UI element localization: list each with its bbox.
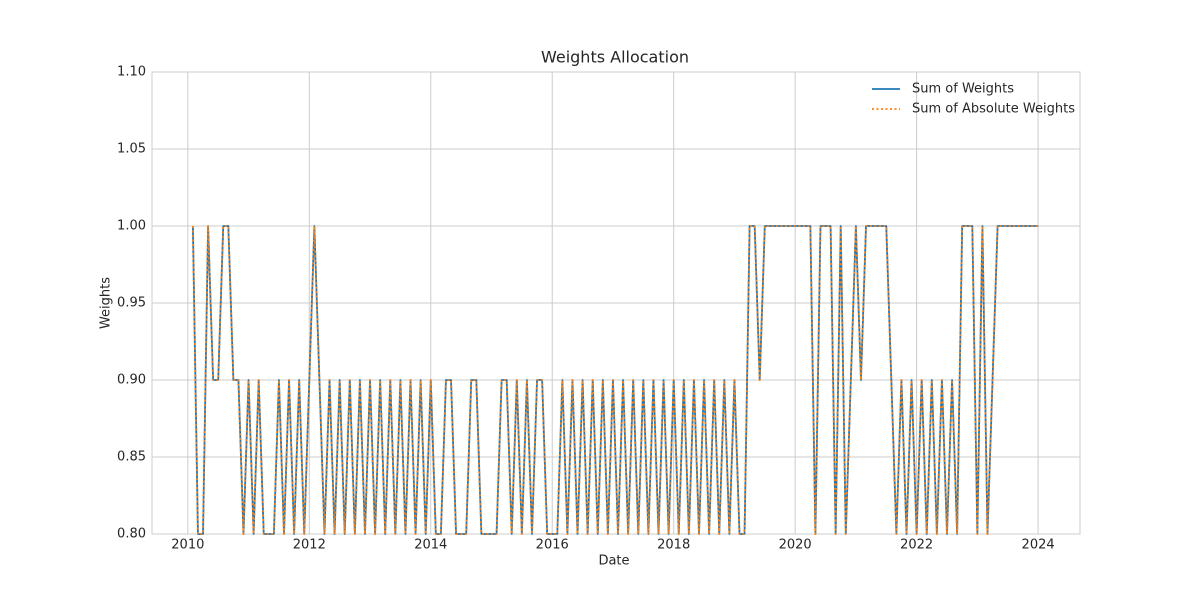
x-tick-label: 2020	[779, 538, 812, 553]
legend-label: Sum of Absolute Weights	[912, 102, 1075, 117]
y-axis-label: Weights	[99, 277, 114, 329]
x-tick-label: 2012	[293, 538, 326, 553]
x-tick-label: 2018	[657, 538, 690, 553]
x-tick-label: 2014	[414, 538, 447, 553]
x-axis-label: Date	[598, 554, 629, 569]
y-tick-label: 0.80	[117, 527, 146, 542]
plot-frame	[151, 71, 1081, 535]
legend-label: Sum of Weights	[912, 82, 1014, 97]
y-tick-label: 0.95	[117, 296, 146, 311]
line-series	[191, 225, 1039, 535]
y-tick-label: 0.90	[117, 373, 146, 388]
y-tick-label: 1.00	[117, 219, 146, 234]
chart-title: Weights Allocation	[541, 48, 689, 67]
y-tick-label: 1.10	[117, 65, 146, 80]
y-tick-label: 1.05	[117, 142, 146, 157]
x-tick-label: 2016	[536, 538, 569, 553]
x-tick-label: 2024	[1022, 538, 1055, 553]
x-tick-label: 2010	[171, 538, 204, 553]
y-tick-label: 0.85	[117, 450, 146, 465]
x-tick-label: 2022	[900, 538, 933, 553]
